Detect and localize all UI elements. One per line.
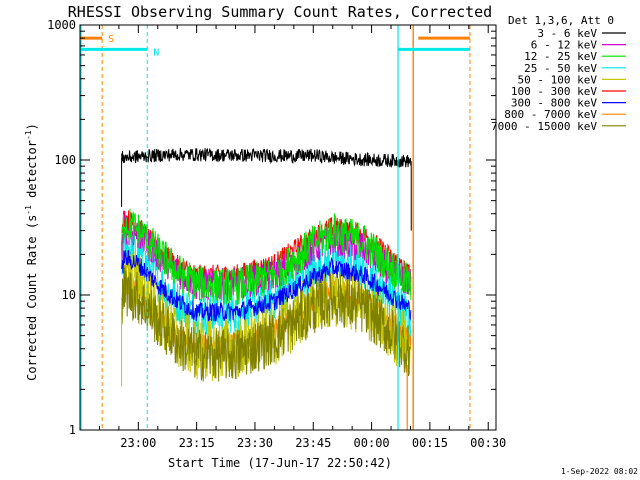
y-tick-label: 10 xyxy=(62,288,76,302)
y-axis-label: Corrected Count Rate (s-1 detector-1) xyxy=(24,123,39,381)
y-label-part: detector xyxy=(25,140,39,205)
series-line xyxy=(121,147,412,168)
legend-header: Det 1,3,6, Att 0 xyxy=(508,14,614,27)
y-label-part: Corrected Count Rate (s xyxy=(25,215,39,381)
x-tick-label: 23:15 xyxy=(179,436,215,450)
axes: 1 10 100 1000 23:00 23:15 23:30 23:45 00:00 00:15… xyxy=(47,18,506,450)
svg-text:Corrected Count Rate (s-1 dete: Corrected Count Rate (s-1 detector-1) xyxy=(24,123,39,381)
legend-entry-label: 100 - 300 keV xyxy=(511,85,597,98)
n-marker-label: N xyxy=(153,47,159,58)
series-line xyxy=(121,208,412,305)
x-tick-label: 00:00 xyxy=(354,436,390,450)
footer-date: 1-Sep-2022 08:02 xyxy=(561,467,638,476)
legend-entry-label: 12 - 25 keV xyxy=(524,50,597,63)
x-tick-label: 00:15 xyxy=(412,436,448,450)
y-tick-label: 100 xyxy=(54,153,76,167)
legend-entry-label: 6 - 12 keV xyxy=(531,39,598,52)
y-tick-label: 1000 xyxy=(47,18,76,32)
y-label-part: ) xyxy=(25,123,39,130)
series-line xyxy=(121,264,411,382)
y-label-exponent: -1 xyxy=(24,130,33,140)
x-tick-label: 23:30 xyxy=(237,436,273,450)
y-tick-label: 1 xyxy=(69,423,76,437)
legend-entry-label: 7000 - 15000 keV xyxy=(491,120,597,133)
x-tick-label: 23:00 xyxy=(120,436,156,450)
s-marker-label: S xyxy=(108,34,114,45)
plot-frame xyxy=(79,24,497,431)
plot-area: SN xyxy=(80,25,471,430)
legend-entry-label: 25 - 50 keV xyxy=(524,62,597,75)
x-tick-label: 23:45 xyxy=(295,436,331,450)
chart-title: RHESSI Observing Summary Count Rates, Co… xyxy=(68,3,492,21)
legend-entry-label: 300 - 800 keV xyxy=(511,97,597,110)
x-axis-label: Start Time (17-Jun-17 22:50:42) xyxy=(168,456,392,470)
y-label-exponent: -1 xyxy=(24,205,33,215)
legend-entry-label: 3 - 6 keV xyxy=(537,27,597,40)
x-tick-label: 00:30 xyxy=(470,436,506,450)
legend-entry-label: 800 - 7000 keV xyxy=(504,108,597,121)
legend-entry-label: 50 - 100 keV xyxy=(518,73,598,86)
series-line xyxy=(121,250,412,322)
